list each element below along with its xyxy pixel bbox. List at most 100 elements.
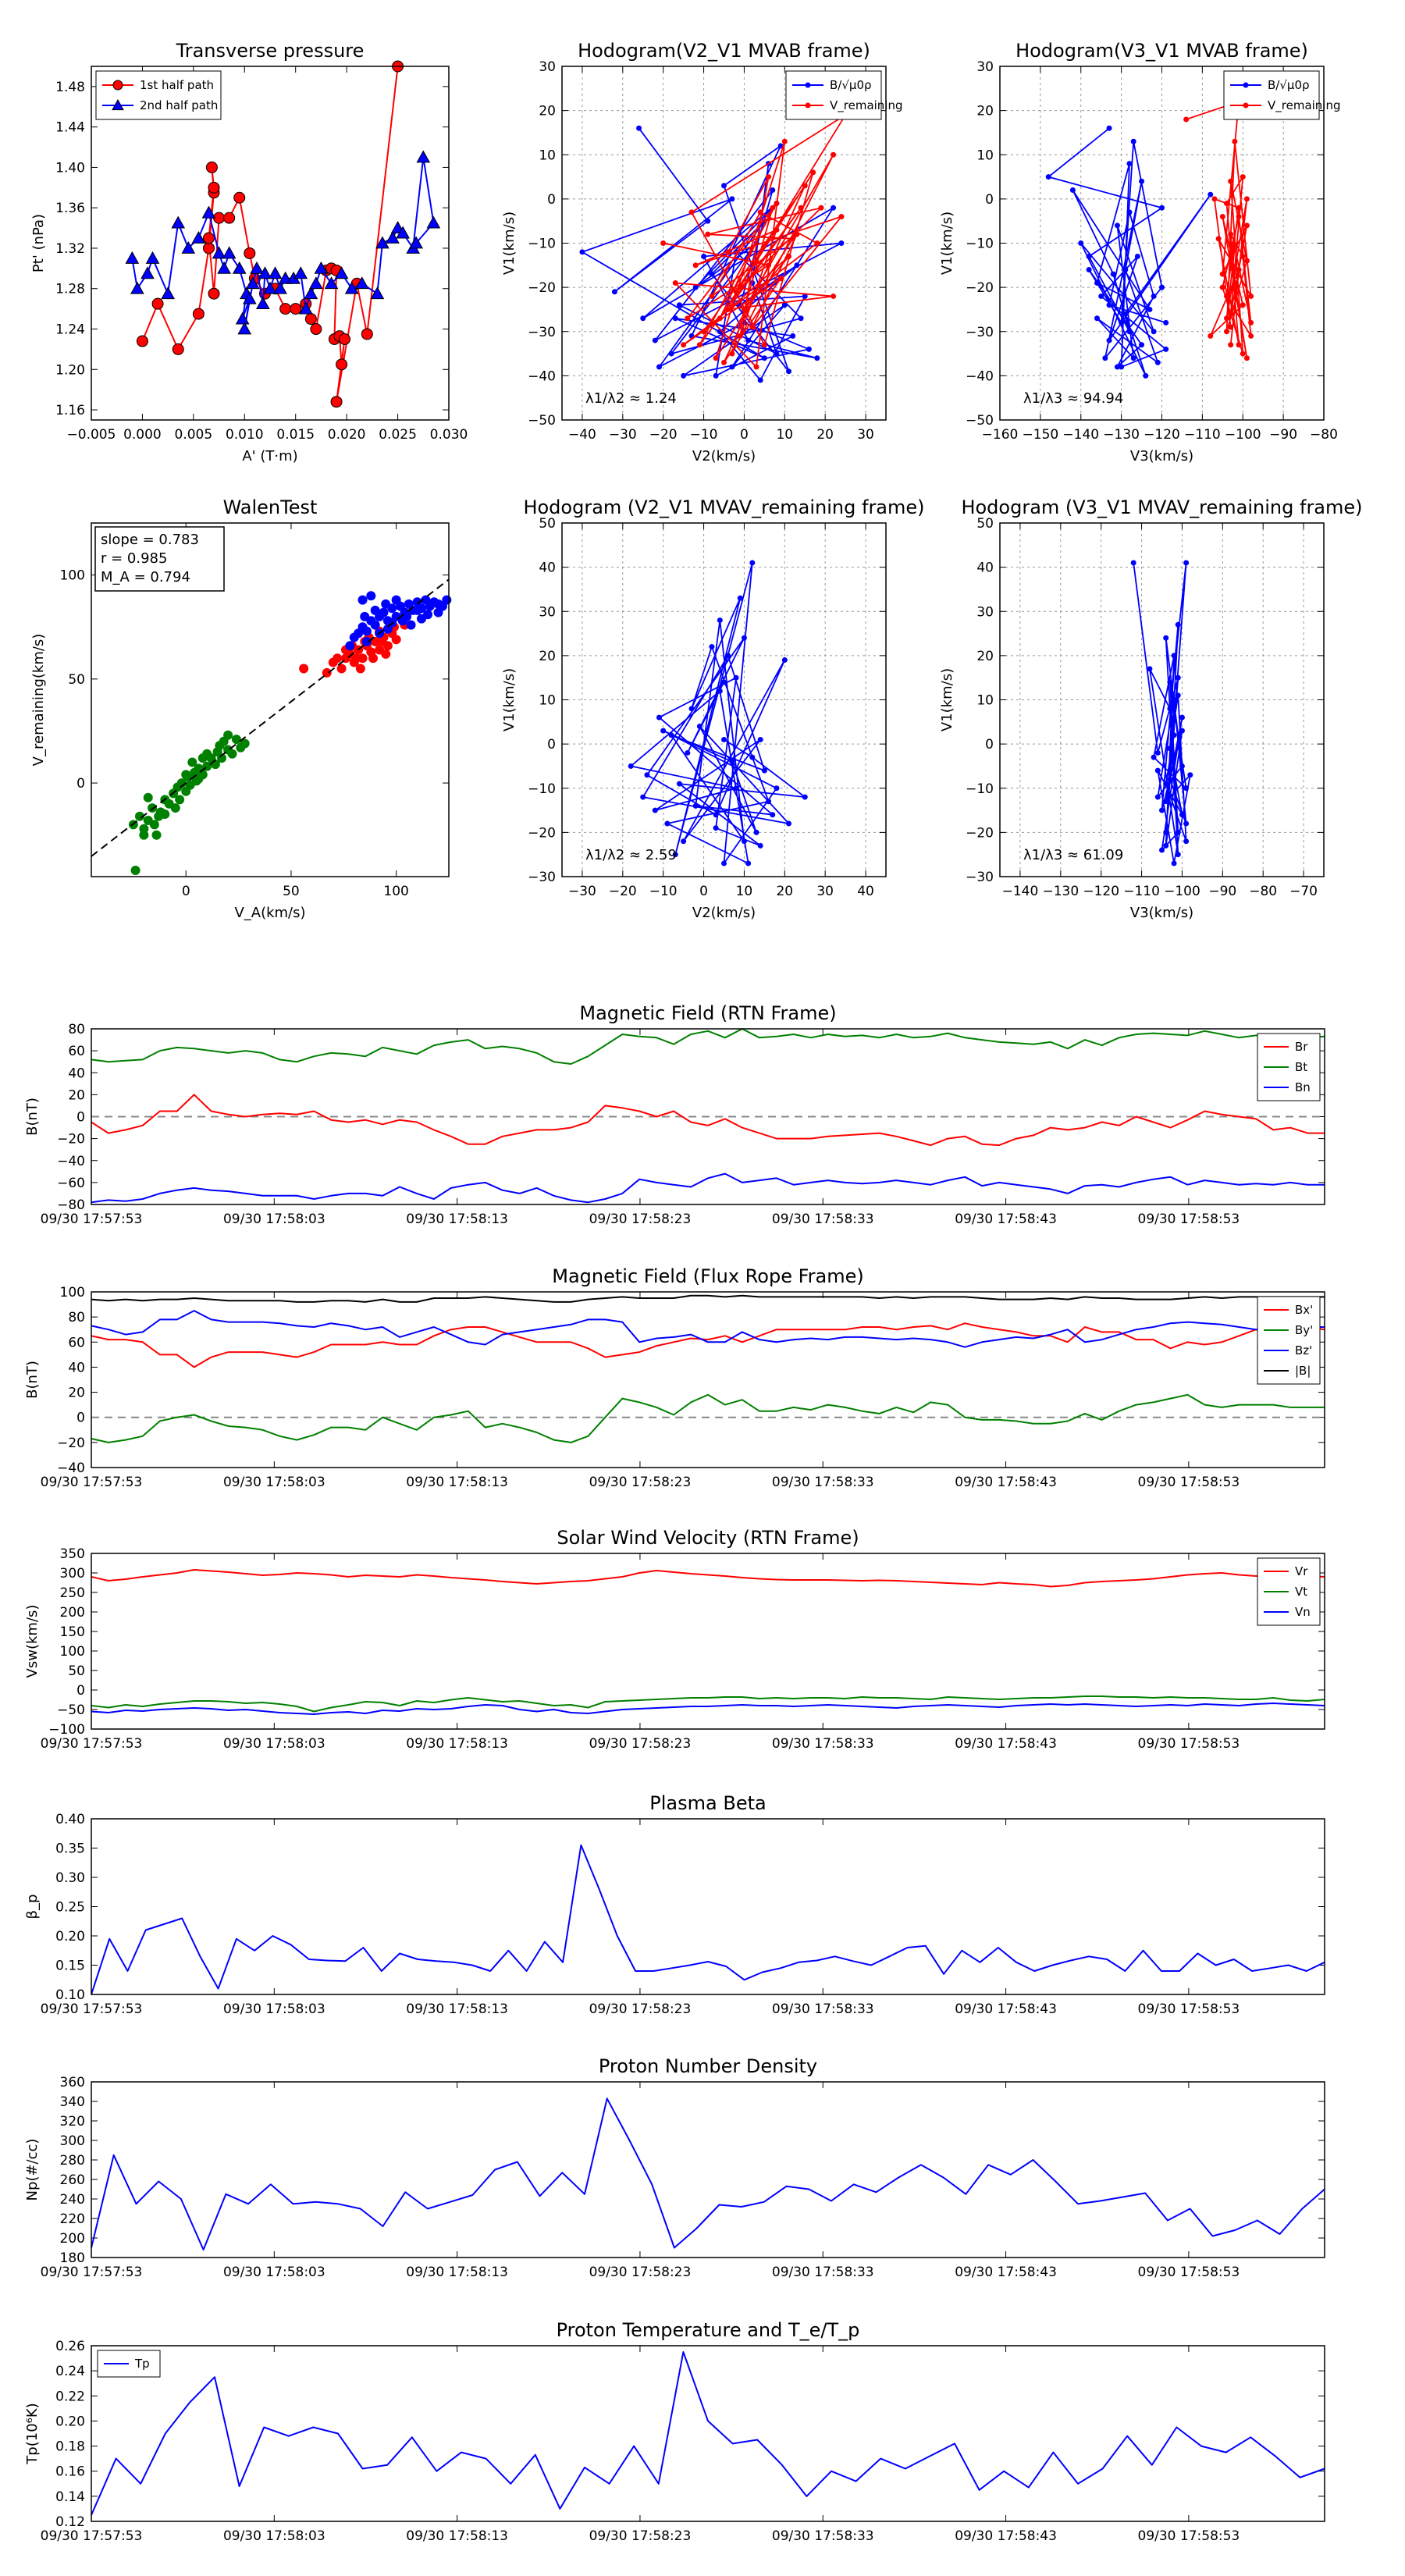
bfield-ytick-label: −80 <box>57 1197 85 1213</box>
hodo3-title: Hodogram (V2_V1 MVAV_remaining frame) <box>523 496 924 518</box>
hodo2-point <box>1163 319 1169 326</box>
pt-point <box>235 311 250 325</box>
pt-series-blue <box>131 156 435 330</box>
walen-point <box>197 753 208 763</box>
hodo1-point <box>781 302 788 308</box>
hodo2-point <box>1045 174 1051 180</box>
hodo4-point <box>1159 807 1165 813</box>
bflux-series-Bz' <box>91 1310 1325 1348</box>
walen-point <box>360 611 370 621</box>
hodo2-xlabel: V3(km/s) <box>1130 448 1193 464</box>
hodo1-xtick-label: −30 <box>609 427 637 443</box>
hodo4-point <box>1163 799 1169 805</box>
hodo2-point <box>1126 329 1133 335</box>
hodo4-xtick-label: −120 <box>1083 884 1119 899</box>
vsw-ytick-label: 50 <box>68 1663 85 1679</box>
hodo3-point <box>681 838 687 845</box>
hodo1-point <box>781 138 788 144</box>
hodo2-point <box>1069 187 1076 194</box>
hodo1-point <box>725 249 731 255</box>
vsw-ytick-label: 350 <box>60 1546 85 1562</box>
hodo3-point <box>709 644 715 650</box>
hodo3-xtick-label: 20 <box>776 884 793 899</box>
bfield-series-Bn <box>91 1172 1325 1204</box>
walen-point <box>187 757 197 767</box>
walen-point <box>194 774 204 784</box>
hodo4-point <box>1179 763 1185 769</box>
np-xtick-label: 09/30 17:58:03 <box>223 2265 325 2280</box>
walen-point <box>148 803 158 813</box>
hodo2-frame <box>999 66 1325 421</box>
vsw-xtick-label: 09/30 17:58:43 <box>955 1736 1057 1752</box>
bfield-xtick-label: 09/30 17:58:43 <box>955 1212 1057 1227</box>
hodo1-title: Hodogram(V2_V1 MVAB frame) <box>578 40 870 62</box>
bfield-xtick-label: 09/30 17:58:33 <box>772 1212 874 1227</box>
np-xtick-label: 09/30 17:57:53 <box>41 2265 143 2280</box>
walen-ytick-label: 100 <box>60 568 85 584</box>
hodo2-point <box>1130 355 1136 361</box>
walen-point <box>381 599 391 609</box>
beta-xtick-label: 09/30 17:58:43 <box>955 2001 1057 2017</box>
bflux-panel: −40 −20 0 20 40 60 80 100 09/30 17:57:53 09/30 17… <box>24 1285 1325 1490</box>
beta-ytick-label: 0.10 <box>55 1987 85 2003</box>
hodo1-point <box>753 364 759 370</box>
hodo1-point <box>757 209 763 215</box>
hodo2-title: Hodogram(V3_V1 MVAB frame) <box>1016 40 1308 62</box>
pt-point <box>263 281 277 294</box>
hodo2-point <box>1130 138 1136 144</box>
pt-point <box>416 150 431 163</box>
hodo4-point <box>1171 732 1177 738</box>
bflux-legend <box>1257 1296 1321 1385</box>
hodo2-point <box>1224 201 1229 207</box>
hodo1-frame <box>561 66 887 421</box>
hodo2-ytick-label: −10 <box>966 237 994 252</box>
bflux-xtick-label: 09/30 17:58:23 <box>589 1475 692 1490</box>
hodo2-point <box>1114 222 1120 229</box>
hodo3-point <box>733 674 739 681</box>
hodo3-panel: −30 −20 −10 0 10 20 30 40 −30 −20 −10 0 10 20 30 40 50 V2… <box>501 516 886 921</box>
bfield-xtick-label: 09/30 17:57:53 <box>41 1212 143 1227</box>
pt-point <box>250 261 264 274</box>
hodo2-point <box>1228 231 1234 237</box>
hodo1-legend-marker <box>805 102 811 109</box>
hodo4-title: Hodogram (V3_V1 MVAV_remaining frame) <box>961 496 1362 518</box>
bflux-ytick-label: 40 <box>68 1360 85 1375</box>
hodo2-point <box>1228 324 1234 330</box>
np-ytick-label: 280 <box>60 2153 85 2169</box>
bfield-ylabel: B(nT) <box>24 1098 41 1136</box>
hodo4-point <box>1147 666 1153 672</box>
bflux-series-By' <box>91 1393 1325 1443</box>
hodo1-point <box>790 333 796 339</box>
hodo3-point <box>745 860 752 866</box>
walen-stat: M_A = 0.794 <box>101 569 190 585</box>
pt-point <box>161 286 175 300</box>
tp-ytick-label: 0.14 <box>55 2489 85 2505</box>
walen-point <box>433 607 443 617</box>
beta-ytick-label: 0.25 <box>55 1900 85 1916</box>
bflux-xtick-label: 09/30 17:58:43 <box>955 1475 1057 1490</box>
hodo2-point <box>1243 258 1250 264</box>
hodo4-point <box>1130 560 1136 566</box>
vsw-title: Solar Wind Velocity (RTN Frame) <box>557 1527 859 1549</box>
hodo1-xtick-label: 0 <box>740 427 749 443</box>
pt-frame <box>91 66 450 421</box>
walen-point <box>333 653 343 664</box>
bflux-xtick-label: 09/30 17:57:53 <box>41 1475 143 1490</box>
hodo3-point <box>725 653 731 659</box>
walen-title: WalenTest <box>223 496 318 518</box>
hodo2-point <box>1106 302 1112 308</box>
pt-point <box>191 230 206 244</box>
hodo1-xtick-label: 20 <box>816 427 834 443</box>
hodo2-point <box>1126 209 1133 215</box>
walen-point <box>217 753 227 763</box>
tp-xtick-label: 09/30 17:58:03 <box>223 2528 325 2544</box>
hodo1-point <box>672 279 678 286</box>
hodo2-legend <box>1223 70 1320 120</box>
hodo3-point <box>749 754 756 760</box>
hodo1-ytick-label: 10 <box>539 148 556 163</box>
hodo4-point <box>1183 838 1190 845</box>
hodo3-point <box>757 842 763 849</box>
walen-point <box>134 811 144 821</box>
hodo1-point <box>717 315 723 322</box>
hodo1-legend-label: V_remaining <box>830 98 903 113</box>
